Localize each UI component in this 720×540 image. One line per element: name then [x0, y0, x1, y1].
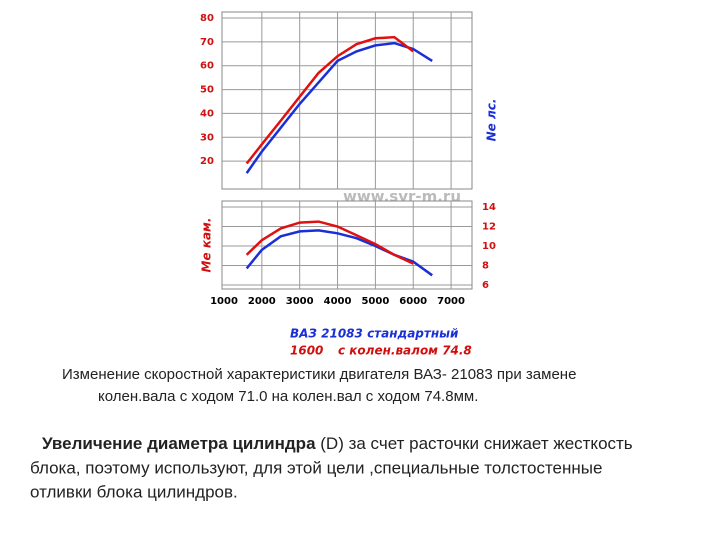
y-tick-label: 10: [482, 241, 496, 252]
y-tick-label: 80: [200, 13, 214, 24]
data-line: [245, 41, 433, 174]
x-tick-label: 6000: [399, 296, 427, 307]
data-line: [245, 220, 414, 265]
caption: Изменение скоростной характеристики двиг…: [62, 366, 576, 383]
paragraph: Увеличение диаметра цилиндра (D) за счет…: [42, 434, 633, 453]
legend-entry: ВАЗ 21083 стандартный: [290, 327, 459, 341]
x-tick-label: 2000: [248, 296, 276, 307]
y-tick-label: 12: [482, 222, 496, 233]
watermark: www.svr-m.ru: [343, 188, 461, 206]
x-tick-label: 5000: [361, 296, 389, 307]
y-tick-label: 30: [200, 132, 214, 143]
paragraph-bold: Увеличение диаметра цилиндра: [42, 434, 316, 453]
data-line: [245, 35, 414, 165]
y-tick-label: 6: [482, 280, 489, 291]
y-axis-label: Ne лс.: [485, 99, 499, 142]
plot-area: [221, 200, 473, 290]
legend-note: 1600: [290, 344, 323, 358]
plot-area: [221, 11, 473, 190]
y-tick-label: 50: [200, 85, 214, 96]
x-tick-label: 4000: [324, 296, 352, 307]
y-tick-label: 14: [482, 202, 496, 213]
caption: колен.вала с ходом 71.0 на колен.вал с х…: [98, 388, 478, 405]
x-tick-label: 1000: [210, 296, 238, 307]
paragraph-text: (D) за счет расточки снижает жесткость: [316, 434, 633, 453]
y-tick-label: 40: [200, 108, 214, 119]
y-tick-label: 70: [200, 37, 214, 48]
legend-entry: с колен.валом 74.8: [338, 344, 472, 358]
y-tick-label: 8: [482, 261, 489, 272]
x-tick-label: 3000: [286, 296, 314, 307]
y-axis-label: Me кам.: [200, 218, 214, 273]
paragraph: блока, поэтому используют, для этой цели…: [30, 458, 602, 477]
data-line: [245, 229, 433, 277]
y-tick-label: 20: [200, 156, 214, 167]
x-tick-label: 7000: [437, 296, 465, 307]
paragraph: отливки блока цилиндров.: [30, 482, 238, 501]
y-tick-label: 60: [200, 61, 214, 72]
